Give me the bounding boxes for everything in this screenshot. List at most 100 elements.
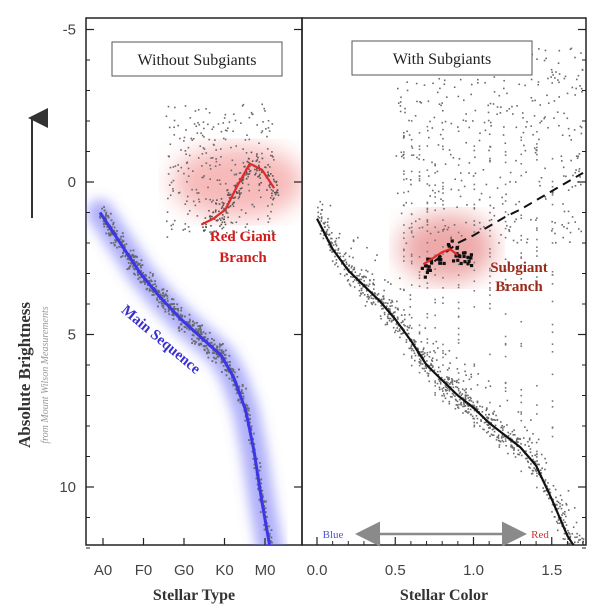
star-point [271, 155, 274, 157]
star-point [460, 404, 463, 406]
star-point [475, 406, 478, 408]
star-point [130, 254, 133, 257]
star-point [264, 166, 266, 168]
star-point [489, 269, 491, 272]
star-point [414, 354, 417, 357]
star-point [442, 128, 444, 131]
star-point [323, 223, 326, 225]
star-point [573, 507, 576, 509]
star-point [464, 410, 467, 413]
star-point [242, 176, 245, 179]
y-tick-label: 10 [59, 479, 76, 496]
star-point [515, 159, 517, 162]
star-point [430, 363, 432, 365]
star-point [504, 236, 507, 239]
star-point [403, 237, 405, 240]
star-point [121, 239, 124, 242]
star-point [342, 260, 344, 263]
star-point [241, 187, 243, 189]
star-point [574, 536, 576, 539]
star-point [272, 190, 274, 192]
star-point [431, 189, 434, 192]
star-point [573, 543, 576, 545]
star-point [260, 478, 263, 481]
star-point [569, 241, 571, 243]
star-point [574, 221, 577, 223]
star-point [356, 236, 359, 239]
star-point [406, 81, 409, 83]
star-point [134, 273, 136, 276]
star-point [464, 395, 467, 398]
star-point [484, 386, 487, 389]
star-point [224, 353, 227, 356]
star-point [567, 127, 570, 130]
star-point [435, 340, 438, 343]
star-point [402, 204, 405, 206]
star-point [364, 275, 366, 278]
star-point [468, 411, 470, 413]
star-point [157, 305, 159, 308]
star-point [410, 355, 413, 357]
star-point [448, 402, 451, 405]
star-point [439, 383, 442, 385]
star-point [434, 301, 436, 304]
star-point [209, 342, 212, 344]
star-point [367, 293, 369, 296]
star-point [418, 364, 421, 367]
star-point [358, 278, 361, 281]
star-point [240, 392, 243, 394]
star-point [146, 287, 149, 290]
star-point [546, 94, 548, 97]
star-point [232, 130, 234, 133]
star-point [227, 192, 230, 194]
star-point [352, 280, 355, 283]
star-point [434, 192, 436, 194]
star-point [231, 222, 234, 224]
star-point [186, 327, 188, 330]
star-point [536, 143, 538, 145]
star-point [151, 294, 154, 296]
star-point [498, 444, 501, 446]
star-point [178, 319, 181, 321]
star-point [373, 283, 376, 286]
star-point [170, 228, 173, 231]
star-point [170, 303, 173, 305]
star-point [335, 237, 338, 240]
star-point [217, 123, 220, 125]
star-point [103, 225, 106, 228]
star-point [551, 228, 554, 230]
star-point [136, 271, 139, 274]
star-point [418, 274, 421, 277]
star-point [457, 407, 460, 410]
star-point [220, 371, 223, 373]
star-point [489, 196, 491, 199]
star-point [248, 189, 251, 192]
star-point [409, 294, 412, 296]
star-point [210, 201, 213, 203]
star-point [529, 448, 532, 450]
star-point [426, 183, 429, 185]
star-point [142, 279, 145, 282]
star-point [484, 82, 486, 84]
star-point [156, 299, 159, 301]
star-point [485, 431, 488, 434]
star-point [429, 369, 431, 372]
star-point [216, 346, 218, 349]
star-point [454, 178, 457, 181]
star-point [176, 303, 179, 306]
star-point [371, 303, 373, 306]
star-point [409, 178, 412, 181]
star-point [235, 231, 238, 234]
star-point [228, 377, 231, 380]
star-point [469, 408, 472, 411]
star-point [191, 334, 194, 336]
star-point [365, 284, 367, 287]
star-point [164, 308, 167, 311]
star-point [477, 78, 479, 81]
subgiant-point [424, 264, 429, 268]
star-point [472, 175, 475, 177]
star-point [337, 265, 339, 268]
star-point [229, 367, 232, 370]
star-point [383, 313, 386, 316]
star-point [258, 175, 260, 177]
